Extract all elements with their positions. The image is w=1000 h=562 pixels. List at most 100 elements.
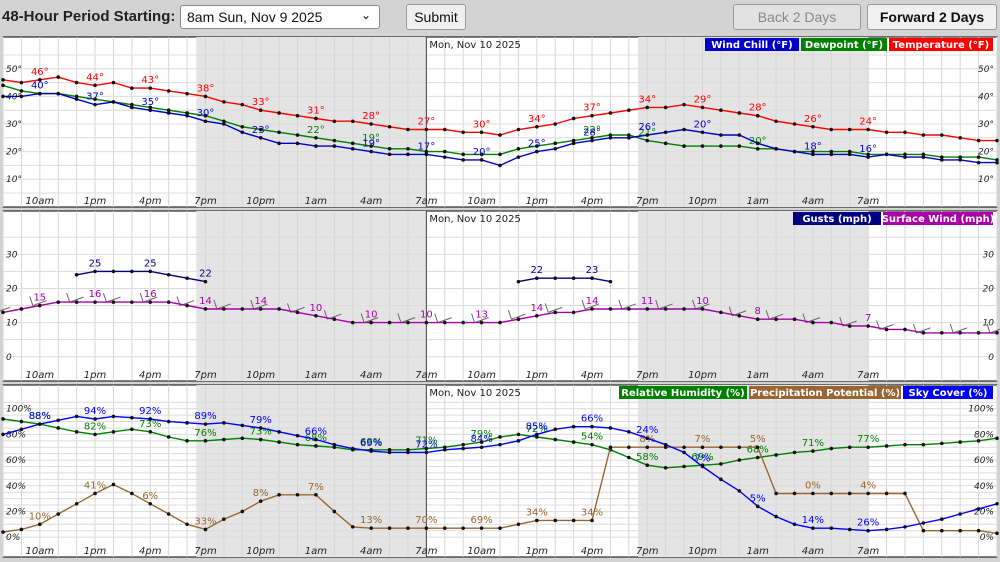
data-point-wind_chill bbox=[479, 158, 484, 162]
data-point-dewpoint bbox=[93, 97, 97, 101]
data-point-precip bbox=[295, 492, 300, 497]
submit-button[interactable]: Submit bbox=[406, 4, 466, 30]
period-select[interactable]: 8am Sun, Nov 9 2025 ⌄ bbox=[180, 5, 380, 29]
data-point-sky_cover bbox=[976, 507, 981, 511]
data-point-temperature bbox=[958, 136, 962, 140]
data-point-wind_chill bbox=[829, 152, 834, 157]
data-label-surface_wind: 14 bbox=[586, 296, 599, 307]
data-point-dewpoint bbox=[19, 89, 24, 93]
x-tick-label: 10pm bbox=[688, 196, 717, 207]
data-point-sky_cover bbox=[774, 514, 778, 519]
wind-barb bbox=[584, 303, 600, 310]
data-point-dewpoint bbox=[387, 147, 392, 151]
data-point-surface_wind bbox=[19, 307, 24, 311]
data-point-precip bbox=[645, 445, 650, 450]
data-point-sky_cover bbox=[277, 430, 281, 434]
data-label-wind_chill: 26° bbox=[638, 122, 656, 133]
data-point-wind_chill bbox=[847, 152, 852, 157]
data-point-dewpoint bbox=[130, 102, 134, 107]
x-tick-label: 10pm bbox=[688, 546, 717, 557]
x-tick-label: 7pm bbox=[194, 546, 217, 557]
data-point-humidity bbox=[553, 437, 558, 442]
data-point-temperature bbox=[553, 122, 558, 126]
toolbar: 48-Hour Period Starting: 8am Sun, Nov 9 … bbox=[0, 0, 1000, 35]
data-label-sky_cover: 92% bbox=[139, 406, 161, 417]
back-2-days-button[interactable]: Back 2 Days bbox=[733, 4, 861, 30]
data-point-precip bbox=[314, 492, 318, 497]
wind-barb bbox=[618, 299, 623, 310]
wind-barb bbox=[437, 317, 452, 324]
chart-panel-1: Mon, Nov 10 2025 10am 1pm 4pm 7pm 10pm 1am 4am 7… bbox=[1, 36, 999, 208]
data-point-dewpoint bbox=[921, 152, 926, 157]
data-point-sky_cover bbox=[516, 439, 521, 443]
data-point-temperature bbox=[866, 127, 870, 132]
wind-barb bbox=[949, 323, 954, 334]
data-point-wind_chill bbox=[387, 152, 392, 157]
x-tick-label: 7pm bbox=[636, 196, 659, 207]
data-point-surface_wind bbox=[406, 320, 410, 325]
data-point-temperature bbox=[737, 111, 742, 115]
data-point-dewpoint bbox=[645, 138, 650, 143]
wind-barb bbox=[216, 303, 232, 310]
data-point-wind_chill bbox=[295, 141, 300, 146]
data-point-humidity bbox=[203, 439, 208, 443]
data-label-wind_chill: 20° bbox=[473, 147, 491, 158]
data-point-wind_chill bbox=[995, 160, 999, 165]
data-label-wind_chill: 28° bbox=[583, 128, 601, 139]
data-point-humidity bbox=[535, 435, 539, 439]
data-point-wind_chill bbox=[719, 133, 723, 137]
data-point-temperature bbox=[535, 124, 539, 129]
wind-barb bbox=[692, 299, 696, 310]
data-label-temperature: 38° bbox=[197, 83, 215, 94]
data-point-surface_wind bbox=[461, 320, 465, 325]
data-point-precip bbox=[884, 491, 889, 496]
data-point-precip bbox=[921, 528, 926, 533]
data-label-dewpoint: 19° bbox=[362, 133, 380, 144]
data-point-dewpoint bbox=[995, 158, 999, 162]
data-label-temperature: 37° bbox=[583, 103, 601, 114]
data-point-temperature bbox=[387, 124, 392, 129]
data-label-dewpoint: 21° bbox=[638, 128, 656, 139]
data-label-humidity: 77% bbox=[857, 434, 879, 445]
data-point-temperature bbox=[627, 108, 631, 112]
data-point-precip bbox=[130, 491, 134, 496]
x-tick-label: 4pm bbox=[139, 546, 162, 557]
legend-entry: Precipitation Potential (%) bbox=[750, 388, 900, 399]
date-label: Mon, Nov 10 2025 bbox=[429, 388, 521, 399]
data-label-sky_cover: 66% bbox=[305, 427, 327, 438]
data-point-humidity bbox=[995, 436, 999, 441]
data-point-sky_cover bbox=[608, 426, 613, 430]
x-tick-label: 4pm bbox=[581, 370, 604, 381]
data-point-wind_chill bbox=[866, 155, 870, 159]
data-point-dewpoint bbox=[608, 133, 613, 137]
data-point-sky_cover bbox=[811, 526, 815, 530]
data-point-precip bbox=[240, 509, 245, 514]
data-point-precip bbox=[93, 491, 97, 496]
data-point-sky_cover bbox=[903, 525, 907, 529]
y-tick-label: 30° bbox=[978, 120, 994, 130]
data-point-temperature bbox=[755, 113, 760, 118]
data-point-wind_chill bbox=[755, 141, 760, 146]
data-label-precip: 7% bbox=[695, 434, 711, 445]
data-point-humidity bbox=[939, 441, 944, 446]
data-point-wind_chill bbox=[185, 113, 189, 118]
data-point-dewpoint bbox=[866, 152, 870, 157]
data-point-gusts bbox=[571, 276, 576, 281]
data-point-temperature bbox=[19, 80, 24, 85]
data-point-humidity bbox=[148, 430, 153, 434]
data-point-surface_wind bbox=[93, 300, 97, 304]
data-point-dewpoint bbox=[553, 141, 558, 146]
data-point-precip bbox=[350, 525, 355, 529]
data-label-gusts: 25 bbox=[144, 258, 157, 269]
legend-swatch bbox=[801, 38, 887, 51]
data-point-sky_cover bbox=[645, 436, 650, 441]
data-point-sky_cover bbox=[166, 419, 171, 424]
legend-swatch bbox=[619, 386, 747, 399]
data-point-sky_cover bbox=[406, 450, 410, 455]
forward-2-days-button[interactable]: Forward 2 Days bbox=[867, 4, 997, 30]
y-tick-label: 0 bbox=[6, 353, 12, 363]
data-point-dewpoint bbox=[166, 108, 171, 112]
data-label-wind_chill: 18° bbox=[804, 141, 822, 152]
data-label-wind_chill: 16° bbox=[859, 144, 877, 155]
y-tick-label: 10 bbox=[983, 319, 995, 329]
